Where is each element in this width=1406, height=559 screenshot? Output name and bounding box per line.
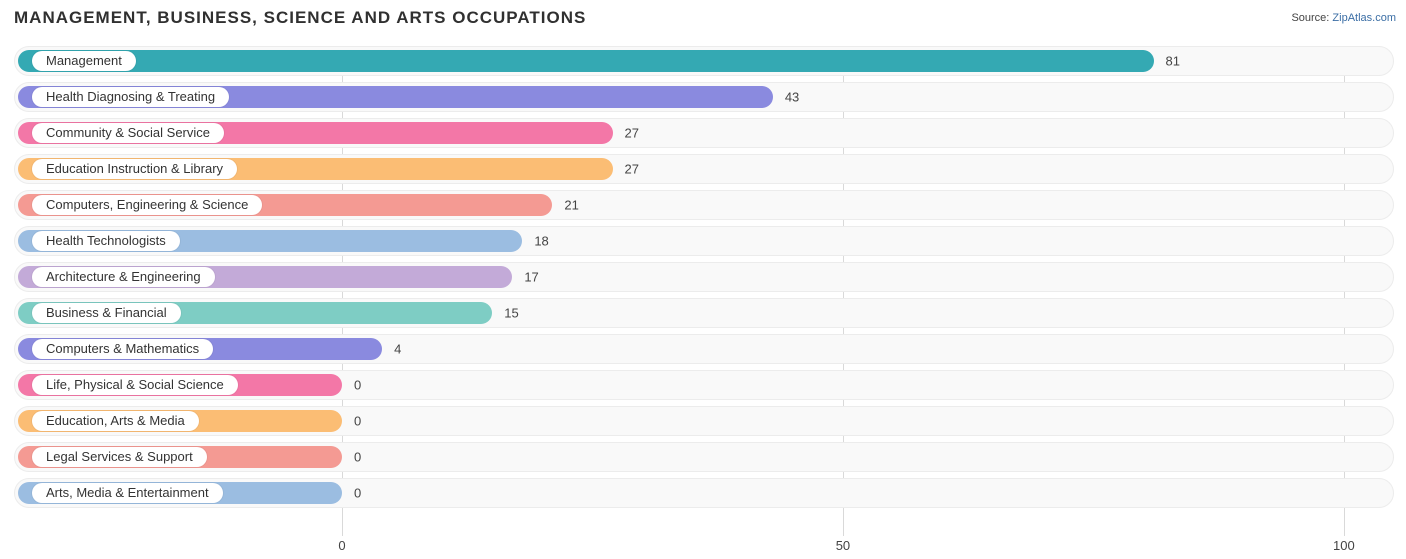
bar-label: Health Diagnosing & Treating bbox=[32, 87, 229, 107]
chart-row: Life, Physical & Social Science 0 bbox=[14, 370, 1394, 400]
chart-row: Arts, Media & Entertainment 0 bbox=[14, 478, 1394, 508]
chart-row: Business & Financial 15 bbox=[14, 298, 1394, 328]
bar-value: 27 bbox=[625, 163, 639, 176]
chart-row: Community & Social Service 27 bbox=[14, 118, 1394, 148]
chart-row: Legal Services & Support 0 bbox=[14, 442, 1394, 472]
bar-value: 21 bbox=[564, 199, 578, 212]
bar-value: 4 bbox=[394, 343, 401, 356]
bar-label: Business & Financial bbox=[32, 303, 181, 323]
chart-row: Architecture & Engineering 17 bbox=[14, 262, 1394, 292]
chart-row: Management 81 bbox=[14, 46, 1394, 76]
chart-plot-area: 050100Management81Health Diagnosing & Tr… bbox=[14, 46, 1394, 536]
chart-title: MANAGEMENT, BUSINESS, SCIENCE AND ARTS O… bbox=[14, 8, 586, 28]
bar-label: Community & Social Service bbox=[32, 123, 224, 143]
bar-value: 27 bbox=[625, 127, 639, 140]
x-tick-label: 100 bbox=[1333, 538, 1355, 553]
bar-label: Management bbox=[32, 51, 136, 71]
bar-value: 0 bbox=[354, 487, 361, 500]
bar-label: Computers & Mathematics bbox=[32, 339, 213, 359]
bar-value: 18 bbox=[534, 235, 548, 248]
source-label: Source: bbox=[1291, 12, 1329, 24]
chart-row: Health Diagnosing & Treating 43 bbox=[14, 82, 1394, 112]
chart-row: Education, Arts & Media 0 bbox=[14, 406, 1394, 436]
bar-label: Education, Arts & Media bbox=[32, 411, 199, 431]
x-tick-label: 50 bbox=[836, 538, 850, 553]
chart-row: Computers & Mathematics 4 bbox=[14, 334, 1394, 364]
chart-row: Health Technologists 18 bbox=[14, 226, 1394, 256]
bar bbox=[18, 50, 1154, 72]
x-tick-label: 0 bbox=[338, 538, 345, 553]
bar-label: Life, Physical & Social Science bbox=[32, 375, 238, 395]
source-link: ZipAtlas.com bbox=[1332, 12, 1396, 24]
bar-label: Arts, Media & Entertainment bbox=[32, 483, 223, 503]
bar-label: Computers, Engineering & Science bbox=[32, 195, 262, 215]
bar-label: Health Technologists bbox=[32, 231, 180, 251]
bar-label: Education Instruction & Library bbox=[32, 159, 237, 179]
bar-value: 0 bbox=[354, 451, 361, 464]
bar-value: 17 bbox=[524, 271, 538, 284]
chart-row: Education Instruction & Library 27 bbox=[14, 154, 1394, 184]
bar-value: 81 bbox=[1166, 55, 1180, 68]
chart-row: Computers, Engineering & Science 21 bbox=[14, 190, 1394, 220]
bar-label: Architecture & Engineering bbox=[32, 267, 215, 287]
bar-value: 0 bbox=[354, 379, 361, 392]
bar-label: Legal Services & Support bbox=[32, 447, 207, 467]
bar-value: 15 bbox=[504, 307, 518, 320]
bar-value: 0 bbox=[354, 415, 361, 428]
source-attribution: Source: ZipAtlas.com bbox=[1291, 12, 1396, 24]
bar-value: 43 bbox=[785, 91, 799, 104]
